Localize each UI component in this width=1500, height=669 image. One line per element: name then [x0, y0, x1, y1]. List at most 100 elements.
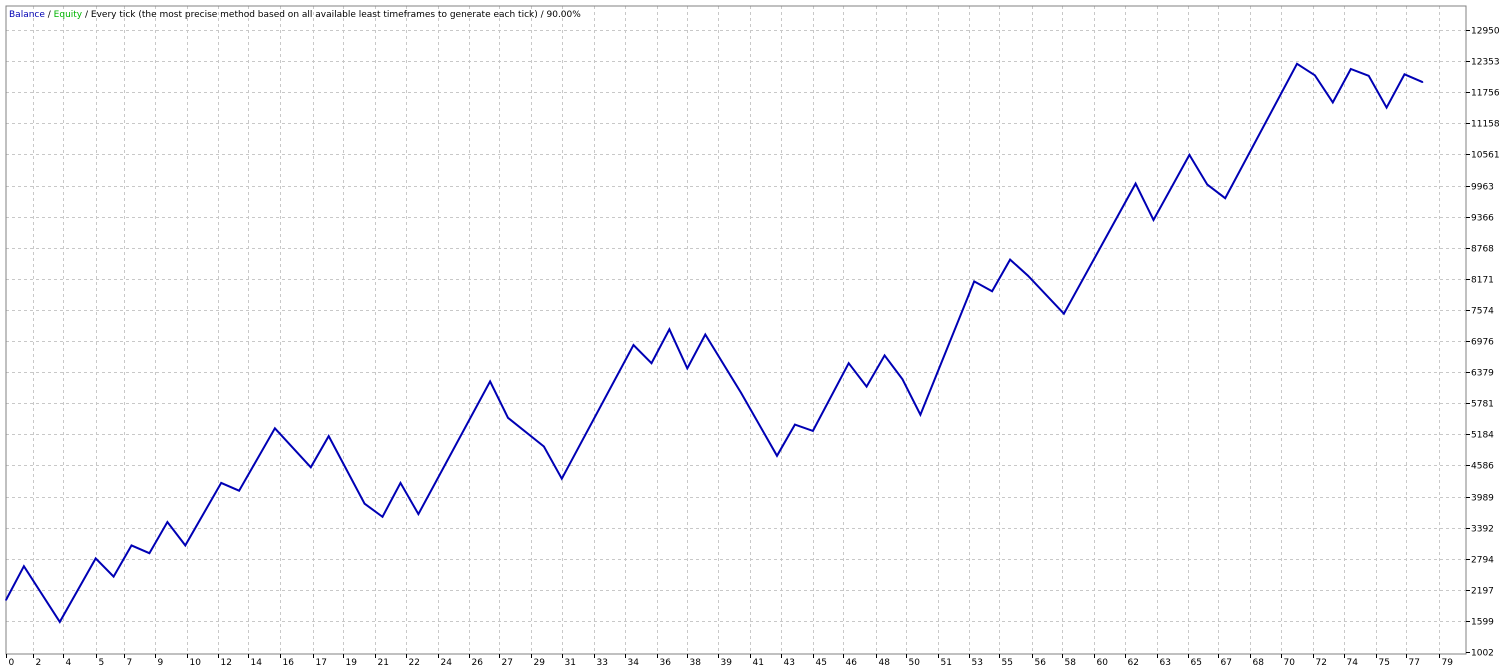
x-tick-label: 56 — [1035, 658, 1047, 668]
x-tick-label: 79 — [1442, 658, 1454, 668]
data-point — [399, 482, 402, 484]
x-tick-label: 62 — [1128, 658, 1139, 668]
data-point — [1385, 106, 1388, 109]
x-tick-label: 24 — [441, 658, 453, 668]
x-tick-label: 68 — [1253, 658, 1265, 668]
y-tick-label: 8768 — [1471, 245, 1494, 255]
data-point — [59, 621, 61, 623]
x-tick-label: 53 — [972, 658, 983, 668]
data-point — [776, 455, 778, 457]
data-point — [507, 417, 509, 419]
x-tick-label: 22 — [409, 658, 420, 668]
data-point — [991, 290, 993, 293]
y-tick-label: 9366 — [1471, 214, 1494, 224]
data-point — [794, 423, 796, 426]
x-tick-label: 63 — [1160, 658, 1171, 668]
data-point — [363, 502, 366, 505]
data-point — [1350, 68, 1352, 70]
data-point — [740, 392, 742, 394]
x-tick-label: 55 — [1002, 658, 1013, 668]
data-point — [274, 427, 276, 430]
x-tick-label: 2 — [36, 658, 42, 668]
data-point — [812, 430, 814, 432]
plot-frame — [5, 5, 1467, 655]
x-tick-label: 7 — [127, 658, 133, 668]
y-tick-label: 11756 — [1471, 89, 1500, 99]
x-grid — [33, 6, 1440, 654]
data-point — [686, 367, 689, 370]
x-tick-label: 17 — [316, 658, 327, 668]
data-point — [417, 513, 420, 515]
x-tick-label: 38 — [690, 658, 702, 668]
x-tick-label: 70 — [1284, 658, 1296, 668]
x-tick-label: 46 — [846, 658, 858, 668]
data-point — [310, 466, 312, 469]
y-tick-label: 12950 — [1471, 27, 1500, 37]
legend-separator: / — [45, 10, 54, 20]
data-point — [883, 354, 886, 357]
data-point — [973, 280, 975, 283]
x-tick-label: 26 — [472, 658, 484, 668]
x-tick-label: 51 — [941, 658, 952, 668]
y-axis: 1002 1599 2197 2794 3392 3989 4586 5184 5781 6379… — [1466, 27, 1500, 659]
y-tick-label: 8171 — [1471, 276, 1494, 286]
x-tick-label: 50 — [909, 658, 921, 668]
data-point — [327, 435, 330, 437]
x-tick-label: 45 — [816, 658, 827, 668]
y-tick-label: 11158 — [1471, 120, 1500, 130]
data-point — [166, 521, 169, 523]
data-point — [220, 482, 222, 484]
data-point — [668, 328, 671, 331]
y-tick-label: 1002 — [1471, 649, 1494, 659]
data-point — [112, 575, 115, 578]
y-tick-label: 10561 — [1471, 151, 1500, 161]
data-point — [148, 552, 151, 554]
data-point — [865, 385, 868, 388]
x-tick-label: 75 — [1379, 658, 1390, 668]
data-point — [94, 557, 97, 560]
x-tick-label: 41 — [753, 658, 764, 668]
data-point — [1009, 258, 1011, 261]
legend-description: / Every tick (the most precise method ba… — [82, 10, 581, 20]
x-tick-label: 33 — [597, 658, 608, 668]
data-point — [1063, 312, 1065, 315]
data-point — [561, 477, 563, 480]
y-tick-label: 9963 — [1471, 183, 1494, 193]
y-tick-label: 1599 — [1471, 618, 1494, 628]
data-point — [704, 333, 707, 336]
x-tick-label: 72 — [1316, 658, 1327, 668]
y-tick-label: 3989 — [1471, 494, 1494, 504]
y-tick-label: 7574 — [1471, 307, 1494, 317]
data-point — [1314, 74, 1316, 77]
x-tick-label: 65 — [1191, 658, 1202, 668]
data-point — [489, 380, 491, 383]
x-tick-label: 12 — [221, 658, 232, 668]
data-point — [847, 362, 850, 365]
y-tick-label: 12353 — [1471, 58, 1500, 68]
x-tick-label: 9 — [158, 658, 164, 668]
data-point — [919, 413, 922, 416]
x-tick-label: 77 — [1409, 658, 1420, 668]
legend-balance: Balance — [9, 10, 45, 20]
data-point — [381, 516, 384, 518]
data-point — [1224, 197, 1226, 199]
data-point — [1296, 63, 1298, 65]
y-tick-label: 6379 — [1471, 369, 1494, 379]
series-layer — [5, 62, 1424, 624]
data-point — [901, 378, 904, 381]
data-point — [184, 544, 187, 547]
x-tick-label: 21 — [378, 658, 389, 668]
data-point — [632, 344, 635, 346]
x-axis: 0 2 4 5 7 9 10 12 14 16 17 19 21 22 24 26 27 29 31 33 34 36 38… — [6, 654, 1454, 668]
y-tick-label: 2197 — [1471, 587, 1494, 597]
x-tick-label: 19 — [346, 658, 358, 668]
x-tick-label: 14 — [251, 658, 263, 668]
chart-legend: Balance / Equity / Every tick (the most … — [9, 10, 581, 20]
x-tick-label: 48 — [879, 658, 891, 668]
data-point — [1206, 183, 1209, 186]
data-point — [543, 445, 545, 448]
data-point — [238, 489, 240, 492]
y-tick-label: 6976 — [1471, 338, 1494, 348]
